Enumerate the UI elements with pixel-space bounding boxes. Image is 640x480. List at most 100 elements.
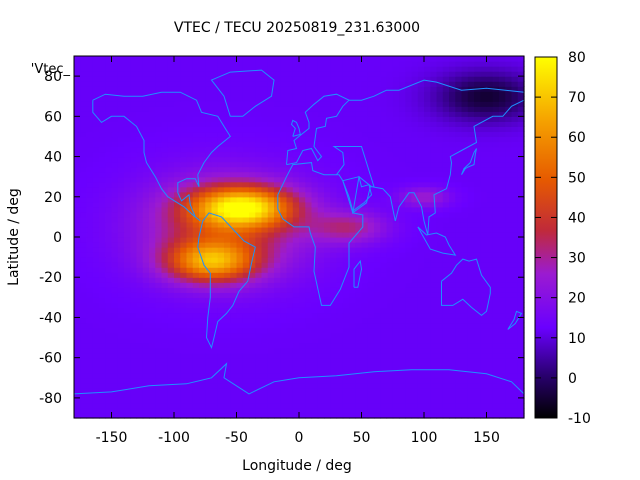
heat-cell [174,292,181,298]
heat-cell [342,322,350,329]
heat-cell [392,307,400,314]
heat-cell [436,191,444,198]
heat-cell [467,322,475,329]
heat-cell [355,146,363,153]
heat-cell [324,242,331,248]
heat-cell [180,76,188,82]
heat-cell [124,131,131,138]
heat-cell [136,181,144,188]
heat-cell [467,347,475,354]
heat-cell [486,151,494,158]
heat-cell [155,221,163,228]
heat-cell [180,191,188,198]
heat-cell [149,191,156,198]
heat-cell [199,71,206,77]
heat-cell [442,151,450,158]
heat-cell [92,231,100,238]
heat-cell [349,277,356,283]
heat-cell [492,317,500,324]
heat-cell [180,332,188,339]
heat-cell [486,272,494,278]
heat-cell [374,96,381,102]
heat-cell [242,247,250,253]
heat-cell [105,377,113,384]
heat-cell [486,242,494,248]
heat-cell [149,322,156,329]
heat-cell [499,412,506,419]
heat-cell [311,357,319,364]
heat-cell [317,141,325,148]
heat-cell [174,297,181,303]
heat-cell [399,312,406,319]
heat-cell [411,327,419,334]
heat-cell [224,357,231,364]
heat-cell [92,141,100,148]
heat-cell [242,307,250,314]
heat-cell [342,231,350,238]
heat-cell [486,252,494,258]
heat-cell [349,131,356,138]
heat-cell [417,402,425,409]
heat-cell [442,206,450,213]
heat-cell [299,402,306,409]
heat-cell [136,377,144,384]
heat-cell [480,237,488,243]
heat-cell [105,226,113,233]
heat-cell [386,201,394,208]
heat-cell [149,317,156,324]
heat-cell [436,387,444,394]
heat-cell [155,66,163,72]
heat-cell [105,347,113,354]
heat-cell [480,302,488,308]
heat-cell [417,332,425,339]
heat-cell [174,327,181,334]
heat-cell [511,181,519,188]
heat-cell [211,317,219,324]
heat-cell [242,156,250,163]
heat-cell [274,111,281,117]
heat-cell [111,206,119,213]
heat-cell [367,186,375,193]
heat-cell [367,367,375,374]
heat-cell [242,292,250,298]
heat-cell [486,146,494,153]
heat-cell [492,407,500,414]
heat-cell [355,186,363,193]
heat-cell [461,186,469,193]
heat-cell [305,337,313,344]
heat-cell [486,161,494,168]
heat-cell [311,161,319,168]
heat-cell [155,231,163,238]
heat-cell [405,111,413,117]
heat-cell [455,126,463,133]
heat-cell [130,116,138,122]
heat-cell [130,267,138,273]
heat-cell [349,307,356,314]
heat-cell [142,196,150,203]
heat-cell [224,181,231,188]
heat-cell [342,252,350,258]
heat-cell [411,257,419,263]
heat-cell [186,312,194,319]
heat-cell [130,216,138,223]
heat-cell [499,81,506,87]
heat-cell [180,216,188,223]
heat-cell [280,282,288,288]
heat-cell [405,322,413,329]
heat-cell [130,81,138,87]
heat-cell [217,71,225,77]
heat-cell [149,307,156,314]
heat-cell [367,181,375,188]
heat-cell [217,66,225,72]
heat-cell [255,226,263,233]
heat-cell [117,382,125,389]
heat-cell [305,287,313,293]
heat-cell [249,101,256,107]
heat-cell [74,91,81,97]
heat-cell [217,121,225,127]
heat-cell [286,402,294,409]
heat-cell [392,136,400,143]
heat-cell [349,252,356,258]
heat-cell [342,302,350,308]
heat-cell [99,96,106,102]
